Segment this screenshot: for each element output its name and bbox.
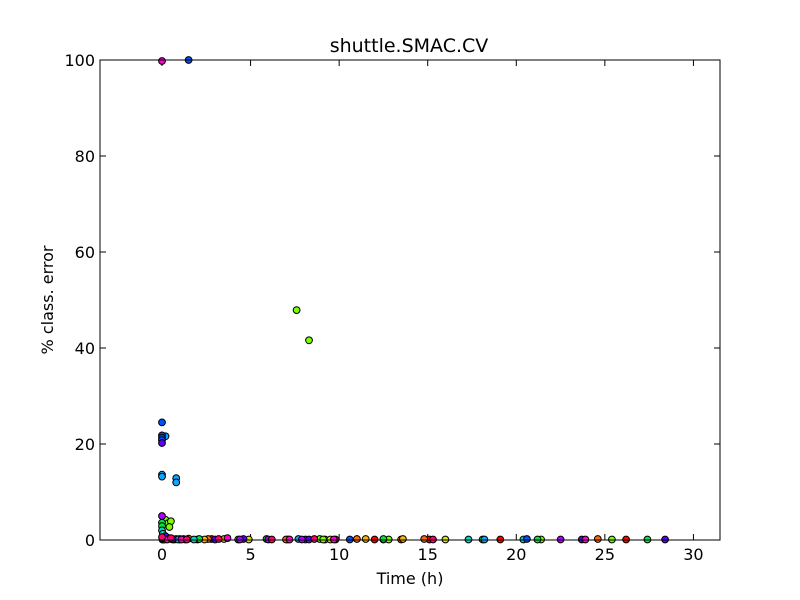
data-point — [305, 336, 313, 345]
data-point — [361, 535, 370, 543]
data-point — [158, 512, 166, 520]
x-tick-label: 30 — [683, 545, 703, 564]
data-point — [379, 535, 388, 543]
x-tick-label: 10 — [329, 545, 349, 564]
data-point — [158, 472, 166, 481]
data-point — [172, 478, 181, 487]
y-tick-label: 80 — [75, 147, 95, 166]
y-tick-label: 20 — [75, 435, 95, 454]
x-tick-label: 5 — [245, 545, 255, 564]
data-point — [420, 535, 429, 543]
data-point — [523, 535, 531, 543]
chart-title: shuttle.SMAC.CV — [330, 35, 489, 57]
data-point — [214, 535, 223, 543]
data-point — [158, 439, 166, 447]
x-tick-label: 15 — [418, 545, 438, 564]
data-point — [399, 535, 407, 543]
plot-area-frame — [99, 59, 721, 541]
data-point — [292, 306, 301, 315]
data-point — [158, 533, 166, 541]
x-axis-label: Time (h) — [376, 569, 444, 588]
y-tick-label: 40 — [75, 339, 95, 358]
data-point — [165, 523, 174, 531]
data-point — [158, 418, 166, 427]
data-point — [593, 535, 602, 543]
data-point — [353, 535, 361, 543]
y-tick-label: 100 — [64, 51, 95, 70]
x-tick-label: 25 — [595, 545, 615, 564]
y-axis-label: % class. error — [38, 245, 57, 354]
x-tick-label: 20 — [506, 545, 526, 564]
axis-ticks: 0 5 10 15 20 25 30 0 20 40 60 80 100 — [64, 51, 720, 564]
data-point — [310, 535, 319, 543]
y-tick-label: 0 — [85, 531, 95, 550]
x-tick-label: 0 — [157, 545, 167, 564]
data-point — [158, 57, 166, 65]
y-tick-label: 60 — [75, 243, 95, 262]
